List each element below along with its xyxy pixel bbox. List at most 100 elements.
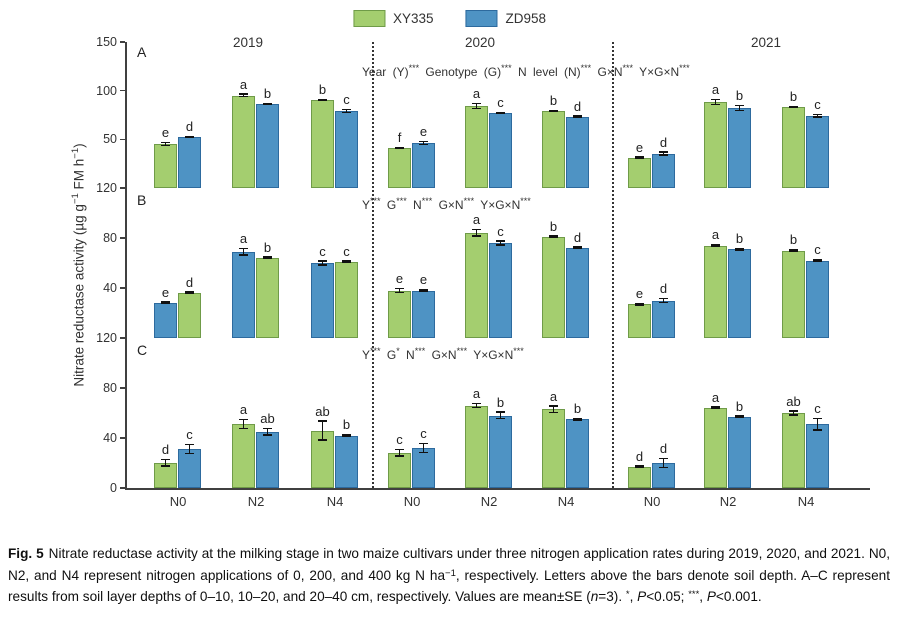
bar-xy335	[388, 148, 411, 188]
significance-letter: e	[419, 272, 428, 288]
significance-letter: c	[343, 243, 350, 259]
error-bar-cap	[419, 288, 428, 291]
error-bar-cap	[711, 406, 720, 408]
significance-letter: c	[319, 243, 326, 259]
y-tick	[120, 89, 125, 92]
error-bar-cap	[735, 415, 744, 417]
bar-zd958	[566, 116, 589, 188]
error-bar-cap	[419, 442, 428, 444]
error-bar-cap	[813, 260, 822, 262]
bar-xy335	[335, 261, 358, 338]
caption-segment: *	[625, 589, 630, 600]
panel-label-b: B	[137, 192, 147, 208]
caption-segment: −1	[445, 567, 456, 579]
error-bar-cap	[395, 287, 404, 289]
bar-zd958	[652, 300, 675, 338]
y-tick-label: 80	[103, 231, 117, 245]
bar-xy335	[154, 144, 177, 188]
bar-zd958	[652, 153, 675, 188]
significance-letter: b	[263, 239, 272, 255]
error-bar-line	[398, 288, 401, 293]
bar-xy335	[311, 100, 334, 188]
y-tick	[120, 487, 125, 489]
caption-segment: P	[637, 589, 647, 604]
error-bar-cap	[263, 427, 272, 429]
error-bar-cap	[635, 157, 644, 159]
y-tick	[120, 237, 125, 239]
caption-segment: =3).	[598, 589, 626, 604]
bar-zd958	[728, 108, 751, 188]
bar-zd958	[311, 263, 334, 338]
error-bar-cap	[573, 417, 582, 419]
error-bar-line	[188, 444, 191, 455]
error-bar-cap	[342, 260, 351, 262]
bar-zd958	[728, 416, 751, 488]
error-bar-cap	[711, 103, 720, 106]
significance-letter: d	[161, 442, 170, 458]
bar-xy335	[542, 236, 565, 338]
y-tick	[120, 387, 125, 389]
error-bar-cap	[239, 254, 248, 256]
bar-xy335	[465, 106, 488, 188]
significance-letter: f	[397, 130, 402, 146]
error-bar-line	[475, 403, 478, 408]
figure-caption: Fig. 5 Nitrate reductase activity at the …	[8, 544, 890, 607]
x-tick-label: N4	[557, 494, 575, 509]
error-bar-cap	[263, 102, 272, 105]
significance-letter: a	[711, 82, 720, 98]
error-bar-cap	[472, 406, 481, 408]
significance-letter: b	[496, 394, 505, 410]
bar-zd958	[154, 303, 177, 338]
error-bar-cap	[318, 264, 327, 266]
y-tick-label: 100	[96, 83, 117, 98]
bar-zd958	[232, 251, 255, 338]
legend-item-xy335: XY335	[352, 10, 434, 27]
error-bar-cap	[185, 291, 194, 293]
caption-segment: P	[706, 589, 716, 604]
bar-zd958	[178, 449, 201, 488]
significance-letter: d	[659, 134, 668, 150]
error-bar-cap	[573, 115, 582, 117]
caption-segment: ,	[629, 589, 638, 604]
significance-letter: e	[161, 284, 170, 300]
error-bar-cap	[419, 140, 428, 143]
bar-zd958	[335, 111, 358, 188]
y-tick	[120, 41, 125, 43]
error-bar-cap	[161, 301, 170, 303]
error-bar-cap	[185, 452, 194, 455]
error-bar-cap	[813, 429, 822, 431]
bar-zd958	[489, 243, 512, 338]
error-bar-line	[164, 142, 167, 147]
significance-letter: b	[735, 398, 744, 414]
caption-segment: <0.001.	[715, 589, 762, 604]
bar-xy335	[232, 424, 255, 488]
error-bar-cap	[472, 228, 481, 231]
error-bar-line	[164, 459, 167, 467]
x-tick-label: N2	[480, 494, 498, 509]
y-tick-label: 120	[96, 331, 117, 345]
y-tick-label: 150	[96, 35, 117, 49]
year-separator	[372, 42, 374, 488]
significance-letter: d	[573, 229, 582, 245]
error-bar-cap	[789, 105, 798, 108]
x-tick-label: N0	[403, 494, 421, 509]
error-bar-cap	[318, 98, 327, 101]
significance-letter: b	[789, 89, 798, 105]
bar-zd958	[335, 435, 358, 488]
error-bar-cap	[659, 297, 668, 299]
y-axis-title-sup: −1	[69, 193, 81, 205]
year-title-2021: 2021	[750, 35, 782, 50]
error-bar-cap	[496, 244, 505, 246]
error-bar-line	[422, 443, 425, 453]
year-separator	[612, 42, 614, 488]
error-bar-cap	[789, 414, 798, 416]
error-bar-line	[475, 103, 478, 110]
bar-zd958	[489, 415, 512, 488]
error-bar-line	[662, 298, 665, 303]
caption-segment: n	[590, 589, 599, 604]
significance-letter: a	[472, 86, 481, 102]
y-tick	[120, 138, 125, 141]
error-bar-cap	[735, 416, 744, 418]
significance-letter: e	[419, 124, 428, 140]
